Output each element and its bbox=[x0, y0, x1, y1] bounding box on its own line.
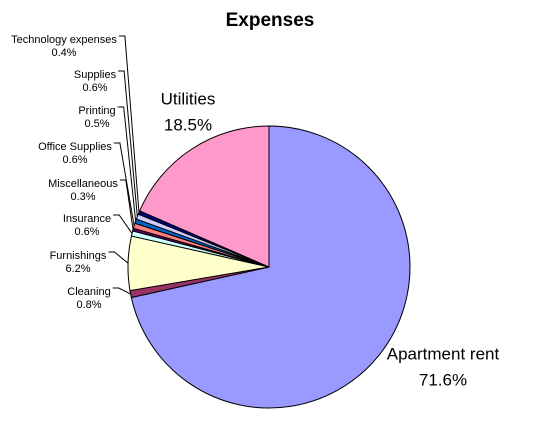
slice-label: Furnishings bbox=[50, 250, 107, 262]
leader-line bbox=[112, 287, 131, 295]
chart-title: Expenses bbox=[226, 10, 315, 31]
slice-value-label: 71.6% bbox=[419, 370, 467, 389]
leader-line bbox=[113, 142, 135, 226]
slice-value-label: 6.2% bbox=[65, 263, 90, 275]
slice-label: Printing bbox=[78, 105, 115, 117]
pie-slice bbox=[130, 125, 411, 409]
slice-value-label: 0.4% bbox=[51, 47, 76, 59]
slice-label: Technology expenses bbox=[11, 34, 117, 46]
slice-label: Office Supplies bbox=[38, 141, 112, 153]
slice-value-label: 0.8% bbox=[76, 299, 101, 311]
leader-line bbox=[118, 35, 140, 213]
slice-value-label: 0.3% bbox=[70, 191, 95, 203]
slice-value-label: 18.5% bbox=[164, 115, 212, 134]
leader-line bbox=[117, 106, 137, 222]
leader-line bbox=[113, 214, 133, 234]
pie-slice bbox=[139, 125, 270, 268]
slice-label: Cleaning bbox=[67, 286, 110, 298]
slice-value-label: 0.5% bbox=[84, 118, 109, 130]
slice-label: Apartment rent bbox=[387, 344, 500, 363]
leader-line bbox=[108, 251, 129, 264]
slice-value-label: 0.6% bbox=[62, 154, 87, 166]
slice-value-label: 0.6% bbox=[74, 226, 99, 238]
leader-line bbox=[118, 70, 138, 217]
slice-label: Miscellaneous bbox=[48, 178, 118, 190]
slice-label: Insurance bbox=[63, 213, 111, 225]
slice-value-label: 0.6% bbox=[82, 82, 107, 94]
slice-label: Utilities bbox=[161, 89, 216, 108]
slice-label: Supplies bbox=[74, 69, 117, 81]
